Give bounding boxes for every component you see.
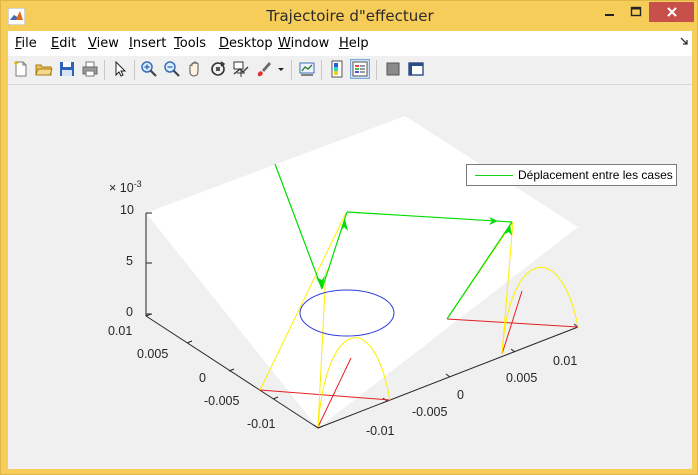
zoom-in-icon[interactable] xyxy=(140,60,158,78)
menu-view[interactable]: View xyxy=(88,36,119,51)
insert-legend-icon[interactable] xyxy=(350,59,370,79)
show-plot-tools-icon[interactable] xyxy=(407,60,425,78)
z-exponent-label: × 10-3 xyxy=(109,179,142,195)
menu-file[interactable]: File xyxy=(15,36,37,51)
legend-label: Déplacement entre les cases xyxy=(518,168,673,182)
y-tick-mark xyxy=(145,313,152,317)
data-cursor-icon[interactable] xyxy=(232,60,250,78)
x-tick-mark xyxy=(313,424,319,429)
toolbar-separator xyxy=(134,60,135,80)
toolbar-separator xyxy=(321,60,322,80)
yellow-arc xyxy=(501,267,579,355)
green-trajectory xyxy=(346,211,513,223)
maximize-icon xyxy=(630,6,642,17)
y-tick-mark xyxy=(186,340,193,344)
menu-tools[interactable]: Tools xyxy=(174,36,207,51)
hide-plot-tools-icon[interactable] xyxy=(384,60,402,78)
open-file-icon[interactable] xyxy=(35,60,53,78)
z-tick-label: 0 xyxy=(126,305,133,319)
maximize-button[interactable] xyxy=(623,1,649,23)
brush-icon[interactable] xyxy=(255,60,273,78)
red-segment xyxy=(317,357,352,428)
zoom-out-icon[interactable] xyxy=(163,60,181,78)
menu-desktop[interactable]: Desktop xyxy=(219,36,273,51)
rotate-3d-icon[interactable] xyxy=(209,60,227,78)
yellow-segment xyxy=(259,212,347,391)
yellow-arc xyxy=(317,337,391,428)
plot-3d[interactable]: × 10-3 10 5 0 0.01 0.005 0 -0.005 -0.01 … xyxy=(8,85,692,469)
red-segment xyxy=(446,318,579,328)
toolbar-separator xyxy=(104,60,105,80)
insert-colorbar-icon[interactable] xyxy=(328,60,346,78)
new-figure-icon[interactable] xyxy=(12,60,30,78)
y-tick-label: 0 xyxy=(199,371,206,385)
y-tick-label: -0.005 xyxy=(204,394,239,408)
minimize-icon xyxy=(605,14,614,16)
blue-ellipse xyxy=(299,289,395,337)
x-axis-line xyxy=(317,326,579,429)
title-bar[interactable]: Trajectoire d"effectuer xyxy=(1,1,698,31)
y-tick-mark xyxy=(272,396,279,400)
figure-client-area: File Edit View Insert Tools Desktop Wind… xyxy=(8,31,692,469)
toolbar-separator xyxy=(376,60,377,80)
green-arrowhead xyxy=(505,225,512,236)
toolbar-separator xyxy=(291,60,292,80)
green-trajectory xyxy=(274,163,323,290)
window-title: Trajectoire d"effectuer xyxy=(266,7,434,25)
y-tick-label: 0.01 xyxy=(108,324,132,338)
print-icon[interactable] xyxy=(81,60,99,78)
edit-plot-icon[interactable] xyxy=(111,60,129,78)
x-tick-label: -0.01 xyxy=(366,424,395,438)
legend-line-sample xyxy=(475,175,513,176)
close-button[interactable] xyxy=(649,2,694,22)
y-tick-mark xyxy=(228,368,235,372)
yellow-segment xyxy=(317,268,327,428)
red-segment xyxy=(259,389,391,401)
z-tick-label: 10 xyxy=(120,203,134,217)
red-segment xyxy=(501,290,523,355)
green-trajectory xyxy=(446,221,513,320)
minimize-button[interactable] xyxy=(597,1,623,23)
green-arrowhead xyxy=(316,275,325,289)
y-tick-label: 0.005 xyxy=(137,347,168,361)
x-tick-mark xyxy=(445,373,451,378)
y-tick-mark xyxy=(317,425,324,429)
dock-arrow-icon[interactable] xyxy=(680,37,688,45)
close-icon xyxy=(666,7,677,17)
menu-insert[interactable]: Insert xyxy=(129,36,167,51)
x-tick-label: 0.005 xyxy=(506,371,537,385)
x-tick-label: 0.01 xyxy=(553,354,577,368)
pan-icon[interactable] xyxy=(186,60,204,78)
link-plot-icon[interactable] xyxy=(298,60,316,78)
plot-legend[interactable]: Déplacement entre les cases xyxy=(466,164,677,186)
save-icon[interactable] xyxy=(58,60,76,78)
menu-edit[interactable]: Edit xyxy=(51,36,77,51)
x-tick-mark xyxy=(510,348,516,353)
green-arrowhead xyxy=(489,217,498,225)
x-tick-label: -0.005 xyxy=(412,405,447,419)
z-tick-label: 5 xyxy=(126,254,133,268)
matlab-icon xyxy=(8,8,25,25)
axes-background xyxy=(146,116,578,428)
figure-toolbar xyxy=(8,56,692,85)
figure-canvas[interactable]: × 10-3 10 5 0 0.01 0.005 0 -0.005 -0.01 … xyxy=(8,85,692,469)
menu-help[interactable]: Help xyxy=(339,36,369,51)
y-tick-label: -0.01 xyxy=(247,417,276,431)
menu-window[interactable]: Window xyxy=(278,36,330,51)
brush-dropdown-icon[interactable] xyxy=(277,60,285,78)
x-tick-label: 0 xyxy=(457,388,464,402)
menu-bar: File Edit View Insert Tools Desktop Wind… xyxy=(8,31,692,56)
green-arrowhead xyxy=(341,219,348,231)
y-axis-line xyxy=(145,315,319,429)
green-trajectory xyxy=(321,211,348,290)
